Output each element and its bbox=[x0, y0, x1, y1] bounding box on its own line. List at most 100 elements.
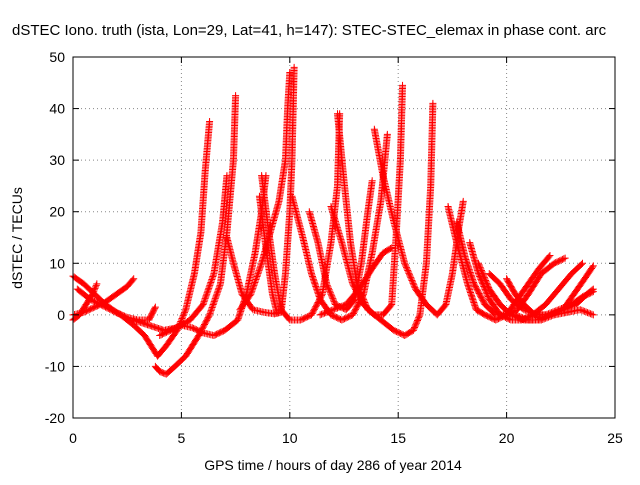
data-point bbox=[201, 296, 209, 304]
series-arc bbox=[316, 244, 396, 319]
data-point bbox=[210, 298, 218, 306]
data-point bbox=[409, 278, 417, 286]
data-point bbox=[202, 292, 210, 300]
y-tick-label: 20 bbox=[49, 204, 65, 220]
data-point bbox=[209, 273, 217, 281]
series-arc bbox=[327, 81, 407, 319]
data-point bbox=[151, 303, 159, 311]
data-point bbox=[200, 298, 208, 306]
data-point bbox=[257, 262, 265, 270]
data-point bbox=[336, 303, 344, 311]
data-point bbox=[255, 267, 263, 275]
data-point bbox=[404, 266, 412, 274]
x-tick-label: 25 bbox=[607, 430, 623, 446]
data-point bbox=[180, 309, 188, 317]
data-point bbox=[459, 197, 467, 205]
data-point bbox=[324, 283, 332, 291]
data-point bbox=[206, 311, 214, 319]
data-point bbox=[180, 310, 188, 318]
data-point bbox=[178, 315, 186, 323]
data-point bbox=[206, 281, 214, 289]
y-tick-label: 50 bbox=[49, 49, 65, 65]
data-point bbox=[91, 284, 99, 292]
data-point bbox=[207, 306, 215, 314]
plot-frame bbox=[72, 56, 616, 419]
data-point bbox=[179, 312, 187, 320]
data-layer bbox=[69, 63, 597, 378]
data-point bbox=[214, 287, 222, 295]
data-point bbox=[208, 274, 216, 282]
data-point bbox=[408, 276, 416, 284]
data-point bbox=[208, 305, 216, 313]
data-point bbox=[151, 304, 159, 312]
data-point bbox=[326, 289, 334, 297]
x-tick-label: 15 bbox=[390, 430, 406, 446]
data-point bbox=[325, 286, 333, 294]
x-tick-label: 20 bbox=[499, 430, 515, 446]
data-point bbox=[253, 271, 261, 279]
data-point bbox=[328, 292, 336, 300]
data-point bbox=[383, 130, 391, 138]
data-point bbox=[202, 293, 210, 301]
data-point bbox=[254, 270, 262, 278]
y-tick-label: 30 bbox=[49, 152, 65, 168]
data-point bbox=[89, 290, 97, 298]
data-point bbox=[256, 265, 264, 273]
data-point bbox=[209, 302, 217, 310]
data-point bbox=[405, 269, 413, 277]
y-tick-label: -20 bbox=[45, 410, 65, 426]
data-point bbox=[339, 302, 347, 310]
series-arc bbox=[151, 92, 240, 378]
data-point bbox=[290, 63, 298, 71]
data-point bbox=[205, 283, 213, 291]
data-point bbox=[248, 286, 256, 294]
series-arc bbox=[73, 117, 214, 360]
data-point bbox=[215, 283, 223, 291]
data-point bbox=[316, 311, 324, 319]
data-point bbox=[203, 290, 211, 298]
data-point bbox=[210, 299, 218, 307]
data-point bbox=[216, 281, 224, 289]
data-point bbox=[198, 328, 206, 336]
data-point bbox=[249, 284, 257, 292]
data-point bbox=[200, 299, 208, 307]
data-point bbox=[403, 264, 411, 272]
y-tick-label: 40 bbox=[49, 101, 65, 117]
data-point bbox=[407, 275, 415, 283]
data-point bbox=[323, 280, 331, 288]
data-point bbox=[403, 265, 411, 273]
data-point bbox=[250, 280, 258, 288]
x-axis-label: GPS time / hours of day 286 of year 2014 bbox=[204, 457, 462, 473]
data-point bbox=[209, 301, 217, 309]
data-point bbox=[206, 280, 214, 288]
series-arc bbox=[288, 130, 391, 324]
data-point bbox=[331, 305, 339, 313]
data-point bbox=[326, 307, 334, 315]
data-point bbox=[92, 283, 100, 291]
data-point bbox=[318, 310, 326, 318]
x-tick-label: 10 bbox=[282, 430, 298, 446]
data-point bbox=[252, 274, 260, 282]
data-point bbox=[248, 287, 256, 295]
data-point bbox=[401, 261, 409, 269]
data-point bbox=[214, 286, 222, 294]
data-point bbox=[201, 295, 209, 303]
data-point bbox=[93, 280, 101, 288]
data-point bbox=[273, 308, 281, 316]
data-point bbox=[255, 268, 263, 276]
data-point bbox=[328, 306, 336, 314]
data-point bbox=[410, 281, 418, 289]
data-point bbox=[199, 301, 207, 309]
data-point bbox=[208, 303, 216, 311]
data-point bbox=[203, 289, 211, 297]
y-axis-label: dSTEC / TECUs bbox=[9, 187, 25, 289]
data-point bbox=[209, 271, 217, 279]
data-point bbox=[402, 262, 410, 270]
data-point bbox=[329, 296, 337, 304]
data-point bbox=[204, 287, 212, 295]
data-point bbox=[323, 281, 331, 289]
data-point bbox=[407, 274, 415, 282]
data-point bbox=[206, 309, 214, 317]
data-point bbox=[406, 271, 414, 279]
